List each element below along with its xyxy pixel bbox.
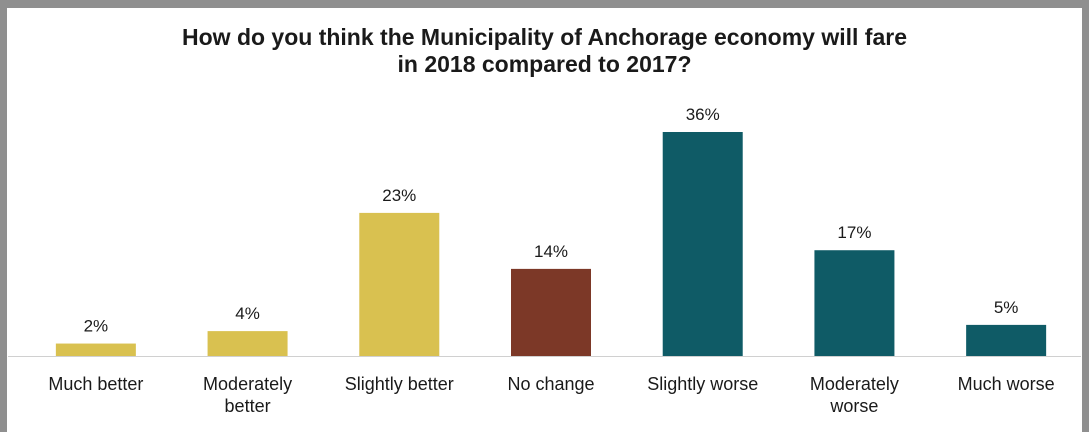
chart-title-line-1: How do you think the Municipality of Anc…: [182, 24, 907, 50]
chart-title-line-2: in 2018 compared to 2017?: [397, 51, 692, 77]
bar-6: [966, 324, 1047, 356]
x-tick-label-2: Slightly better: [345, 374, 454, 394]
x-tick-label-3: No change: [507, 374, 594, 394]
x-tick-label-1-line-0: Moderately: [203, 374, 292, 394]
x-tick-label-0: Much better: [48, 374, 143, 394]
data-label-4: 36%: [686, 105, 720, 124]
x-tick-label-5-line-0: Moderately: [810, 374, 899, 394]
bar-0: [55, 343, 136, 356]
data-label-5: 17%: [837, 223, 871, 242]
data-label-6: 5%: [994, 298, 1019, 317]
bar-5: [814, 250, 895, 356]
x-tick-label-4: Slightly worse: [647, 374, 758, 394]
x-tick-label-6: Much worse: [958, 374, 1055, 394]
data-label-0: 2%: [84, 317, 109, 336]
data-label-3: 14%: [534, 242, 568, 261]
bar-3: [511, 268, 591, 356]
chart-title: How do you think the Municipality of Anc…: [0, 24, 1089, 78]
x-tick-label-5-line-1: worse: [829, 396, 878, 416]
data-label-1: 4%: [235, 304, 260, 323]
bar-2: [359, 212, 440, 356]
data-label-2: 23%: [382, 186, 416, 205]
bar-1: [207, 331, 288, 356]
x-tick-label-1-line-1: better: [225, 396, 271, 416]
bar-4: [662, 132, 743, 356]
